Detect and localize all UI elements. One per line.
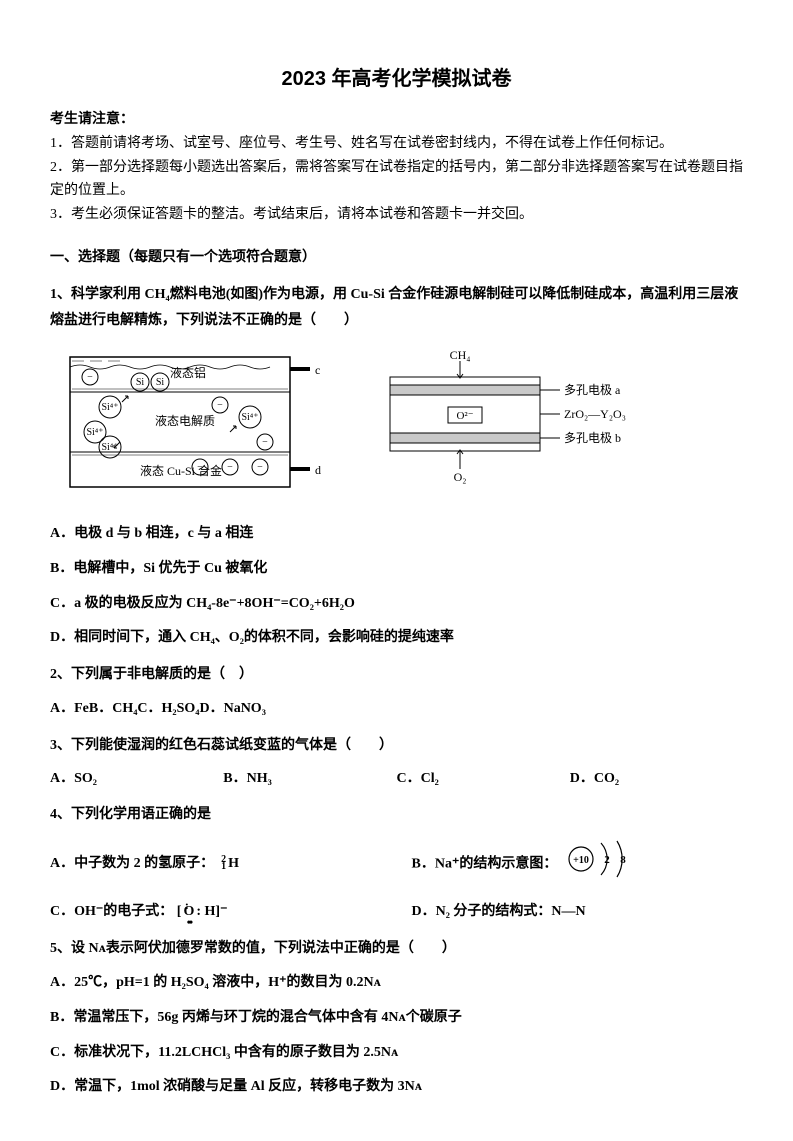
svg-text:Si⁴⁺: Si⁴⁺ bbox=[86, 427, 103, 438]
q1-stem: 1、科学家利用 CH₄燃料电池(如图)作为电源，用 Cu-Si 合金作硅源电解制… bbox=[50, 282, 743, 335]
svg-text:Si: Si bbox=[156, 377, 165, 388]
q3-opt-d: D．CO₂ bbox=[570, 766, 743, 793]
section-1-heading: 一、选择题（每题只有一个选项符合题意） bbox=[50, 245, 743, 272]
svg-text:−: − bbox=[87, 372, 93, 383]
svg-text:CH₄: CH₄ bbox=[450, 348, 471, 362]
instruction-2: 2．第一部分选择题每小题选出答案后，需将答案写在试卷指定的括号内，第二部分非选择… bbox=[50, 156, 743, 204]
q3-opt-a: A．SO₂ bbox=[50, 766, 223, 793]
page-title: 2023 年高考化学模拟试卷 bbox=[50, 60, 743, 98]
svg-text:−: − bbox=[257, 462, 263, 473]
q5-stem: 5、设 Nᴀ表示阿伏加德罗常数的值，下列说法中正确的是（ ） bbox=[50, 936, 743, 963]
q5-opt-d: D．常温下，1mol 浓硝酸与足量 Al 反应，转移电子数为 3Nᴀ bbox=[50, 1074, 743, 1101]
svg-text:液态 Cu-Si 合金: 液态 Cu-Si 合金 bbox=[140, 463, 222, 478]
svg-text:c: c bbox=[315, 363, 320, 377]
na-structure-icon: +10 2 8 bbox=[565, 839, 639, 890]
svg-text:液态电解质: 液态电解质 bbox=[155, 413, 215, 428]
q2-options: A．FeB．CH₄C．H₂SO₄D．NaNO₃ bbox=[50, 696, 743, 723]
svg-text:8: 8 bbox=[620, 854, 626, 866]
svg-text:−: − bbox=[262, 437, 268, 448]
q3-opt-b: B．NH₃ bbox=[223, 766, 396, 793]
svg-text:2: 2 bbox=[604, 854, 610, 866]
svg-text:液态铝: 液态铝 bbox=[170, 365, 206, 380]
svg-text:d: d bbox=[315, 463, 321, 477]
instruction-1: 1．答题前请将考场、试室号、座位号、考生号、姓名写在试卷密封线内，不得在试卷上作… bbox=[50, 132, 743, 156]
q2-stem: 2、下列属于非电解质的是（ ） bbox=[50, 662, 743, 689]
q1-opt-c: C．a 极的电极反应为 CH₄-8e⁻+8OH⁻=CO₂+6H₂O bbox=[50, 591, 743, 618]
q4-opt-d: D．N₂ 分子的结构式：N—N bbox=[412, 899, 744, 926]
figure-electrolysis-cell: 液态铝 液态电解质 液态 Cu-Si 合金 c d − Si⁴⁺ Si Si S… bbox=[50, 347, 330, 508]
svg-text:多孔电极 a: 多孔电极 a bbox=[564, 383, 621, 397]
q4-stem: 4、下列化学用语正确的是 bbox=[50, 802, 743, 829]
q4-opt-c: C．OH⁻的电子式： [O: H]⁻ bbox=[50, 899, 382, 926]
q3-opt-c: C．Cl₂ bbox=[397, 766, 570, 793]
q5-opt-a: A．25℃，pH=1 的 H₂SO₄ 溶液中，H⁺的数目为 0.2Nᴀ bbox=[50, 970, 743, 997]
svg-text:−: − bbox=[227, 462, 233, 473]
q5-opt-c: C．标准状况下，11.2LCHCl₃ 中含有的原子数目为 2.5Nᴀ bbox=[50, 1040, 743, 1067]
svg-text:−: − bbox=[197, 462, 203, 473]
svg-text:ZrO₂—Y₂O₃: ZrO₂—Y₂O₃ bbox=[564, 407, 626, 421]
svg-text:多孔电极 b: 多孔电极 b bbox=[564, 431, 621, 445]
svg-text:O²⁻: O²⁻ bbox=[456, 410, 473, 422]
instructions-head: 考生请注意： bbox=[50, 108, 743, 132]
q1-opt-b: B．电解槽中，Si 优先于 Cu 被氧化 bbox=[50, 556, 743, 583]
lewis-o-icon: O bbox=[181, 899, 196, 926]
svg-text:Si: Si bbox=[136, 377, 145, 388]
q1-opt-d: D．相同时间下，通入 CH₄、O₂的体积不同，会影响硅的提纯速率 bbox=[50, 625, 743, 652]
q1-figures: 液态铝 液态电解质 液态 Cu-Si 合金 c d − Si⁴⁺ Si Si S… bbox=[50, 347, 743, 508]
svg-text:O₂: O₂ bbox=[454, 470, 467, 484]
q3-stem: 3、下列能使湿润的红色石蕊试纸变蓝的气体是（ ） bbox=[50, 733, 743, 760]
svg-text:+10: +10 bbox=[573, 855, 589, 866]
instruction-3: 3．考生必须保证答题卡的整洁。考试结束后，请将本试卷和答题卡一并交回。 bbox=[50, 203, 743, 227]
q4-opt-b: B．Na⁺的结构示意图： +10 2 8 bbox=[412, 839, 744, 890]
figure-fuel-cell: CH₄ O²⁻ O₂ 多孔电极 a ZrO₂—Y₂O₃ 多孔电极 b bbox=[370, 347, 630, 498]
q4-opt-a: A．中子数为 2 的氢原子： 2 1 H bbox=[50, 851, 382, 878]
svg-text:−: − bbox=[217, 400, 223, 411]
svg-text:Si⁴⁺: Si⁴⁺ bbox=[241, 412, 258, 423]
q3-options: A．SO₂ B．NH₃ C．Cl₂ D．CO₂ bbox=[50, 766, 743, 793]
q5-opt-b: B．常温常压下，56g 丙烯与环丁烷的混合气体中含有 4Nᴀ个碳原子 bbox=[50, 1005, 743, 1032]
q1-opt-a: A．电极 d 与 b 相连，c 与 a 相连 bbox=[50, 521, 743, 548]
svg-text:Si⁴⁺: Si⁴⁺ bbox=[101, 402, 118, 413]
